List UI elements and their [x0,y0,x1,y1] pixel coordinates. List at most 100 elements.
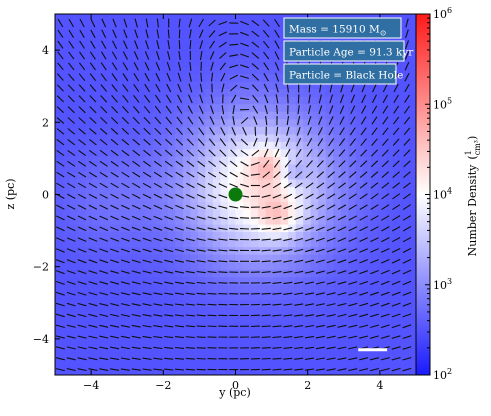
density-cell [107,66,116,75]
velocity-arrow [209,40,215,49]
velocity-arrow [153,182,163,189]
density-cell [385,104,395,113]
density-cell [70,262,79,271]
density-cell [408,322,416,331]
density-cell [400,284,410,293]
density-cell [182,337,191,346]
density-cell [393,247,402,256]
velocity-arrow [315,270,325,274]
density-cell [77,269,86,278]
density-cell [212,29,222,38]
density-cell [130,44,139,53]
density-cell [363,217,372,226]
velocity-arrow [196,336,206,338]
velocity-arrow [132,127,140,135]
density-cell [122,111,131,120]
density-cell [348,329,357,338]
velocity-arrow [380,357,390,361]
density-cell [70,359,79,369]
density-cell [100,81,109,90]
density-cell [137,126,146,135]
density-cell [175,14,184,23]
velocity-arrow [175,314,185,317]
velocity-arrow [327,193,336,200]
density-cell [355,141,364,150]
density-cell [348,186,357,196]
velocity-arrow [359,215,368,221]
velocity-arrow [381,226,390,232]
velocity-arrow [242,126,247,136]
density-cell [107,322,116,331]
velocity-arrow [188,72,192,82]
density-cell [273,202,282,211]
density-cell [400,96,410,105]
density-cell [385,111,395,120]
velocity-arrow [327,171,335,179]
density-cell [348,179,357,188]
density-cell [227,89,237,98]
density-cell [295,89,304,98]
density-cell [55,74,64,83]
velocity-arrow [89,84,97,92]
density-cell [55,179,64,188]
density-cell [393,269,402,278]
density-cell [70,89,79,98]
density-cell [303,126,312,135]
velocity-arrow [142,171,152,178]
density-cell [145,262,154,271]
velocity-arrow [78,149,87,157]
velocity-arrow [57,62,64,71]
velocity-arrow [120,226,130,232]
velocity-arrow [251,149,260,157]
density-cell [235,359,244,369]
density-cell [333,247,342,256]
density-cell [55,89,64,98]
density-cell [152,141,161,150]
density-cell [205,232,214,241]
velocity-arrow [359,335,369,339]
velocity-arrow [393,105,400,114]
density-cell [212,359,222,369]
density-cell [197,111,207,120]
density-cell [250,36,259,45]
velocity-arrow [77,215,87,221]
density-cell [55,149,64,158]
density-cell [145,141,154,150]
density-cell [145,254,154,263]
velocity-arrow [305,303,314,306]
velocity-arrow [66,248,76,253]
velocity-arrow [112,40,118,49]
density-cell [62,307,71,316]
velocity-arrow [230,138,237,147]
density-cell [190,194,199,203]
density-cell [273,217,282,226]
density-cell [190,179,199,188]
density-cell [363,164,372,173]
density-cell [227,344,237,354]
density-cell [115,352,124,361]
velocity-arrow [199,51,203,61]
velocity-arrow [229,183,239,188]
density-cell [385,209,395,218]
density-cell [280,104,289,113]
density-cell [243,51,252,60]
velocity-arrow [88,324,98,328]
velocity-arrow [210,105,215,115]
velocity-arrow [120,357,130,361]
density-cell [205,59,214,68]
density-cell [355,262,364,271]
density-cell [212,262,222,271]
density-cell [160,126,169,135]
density-cell [220,337,229,346]
density-cell [370,96,379,105]
density-cell [400,359,410,369]
density-cell [70,51,79,60]
density-cell [212,96,222,105]
density-cell [295,284,304,293]
velocity-arrow [153,270,163,274]
velocity-arrow [404,51,410,60]
velocity-arrow [133,83,140,93]
velocity-arrow [207,314,217,317]
density-cell [137,186,146,196]
density-cell [137,171,146,181]
